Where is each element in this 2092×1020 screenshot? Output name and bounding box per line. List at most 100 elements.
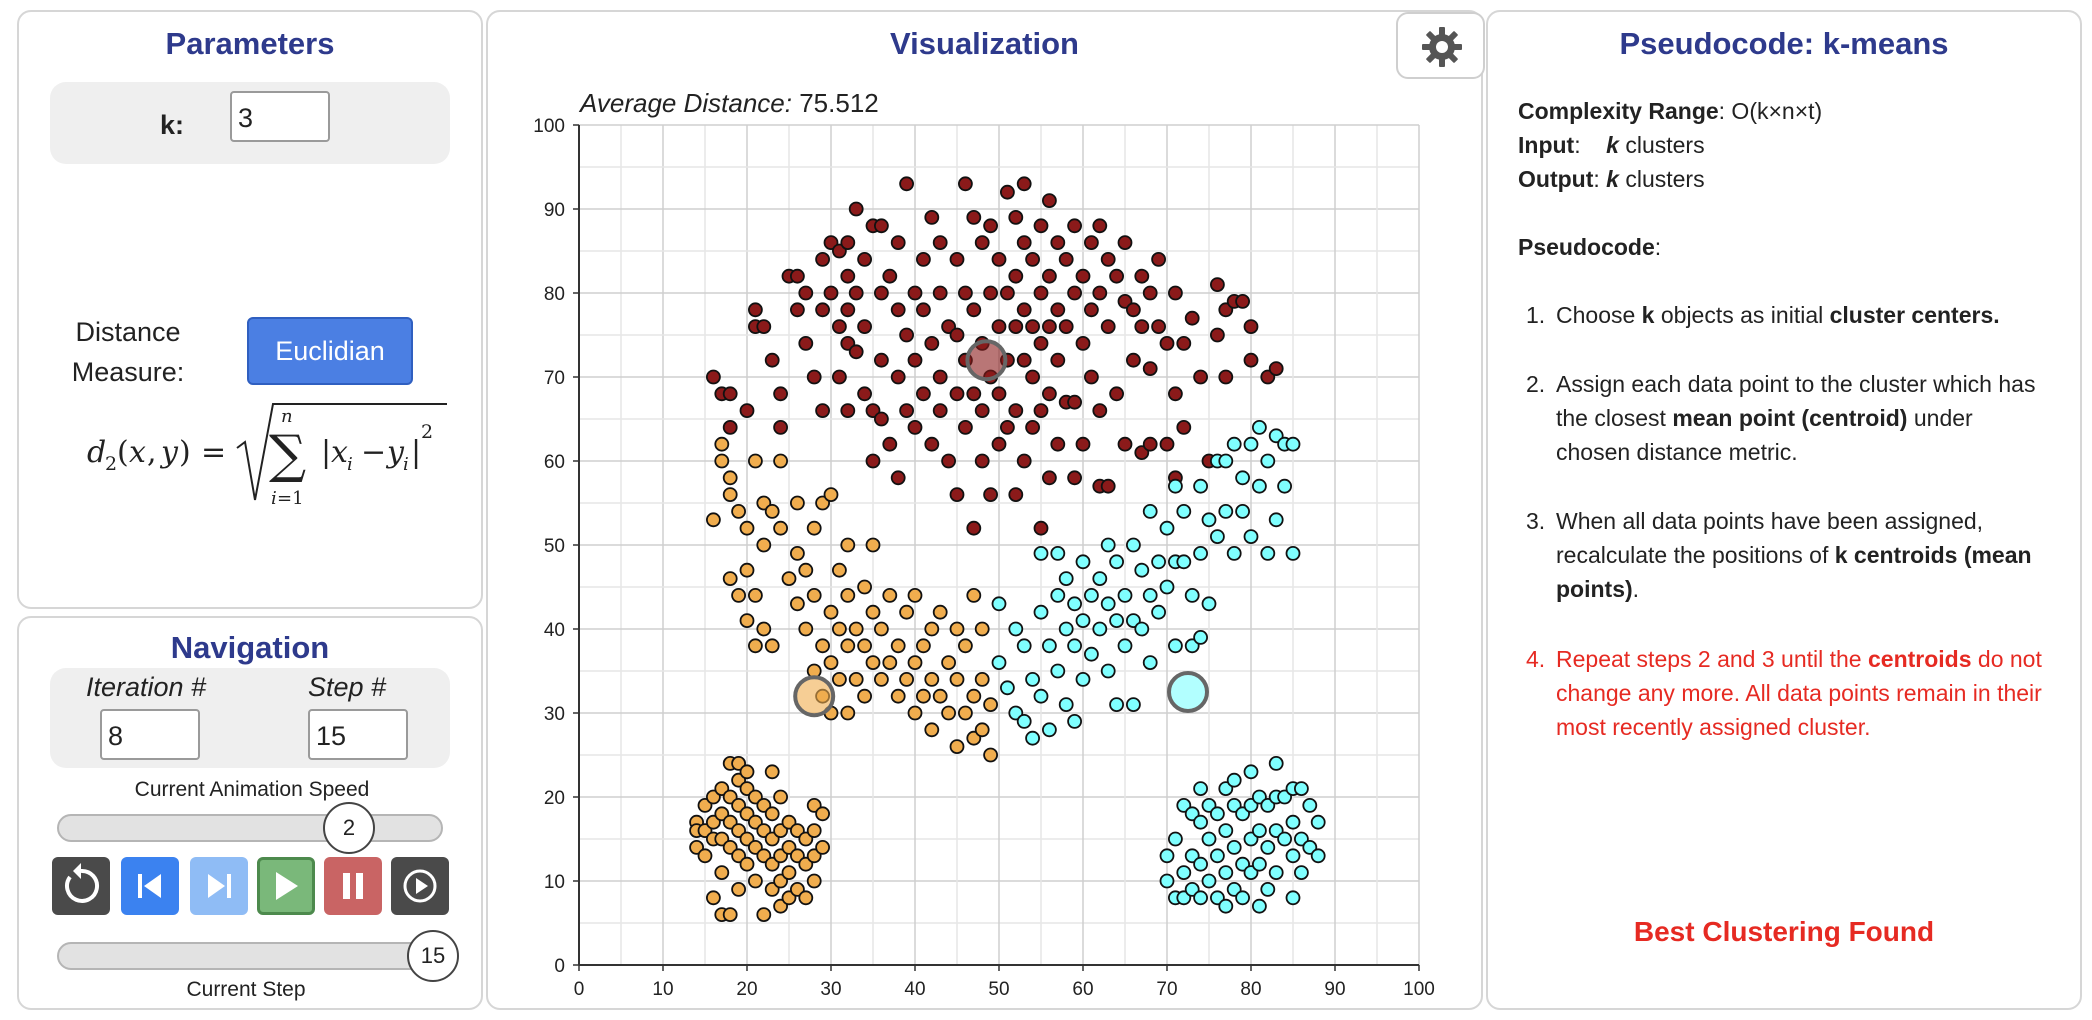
data-point: [932, 369, 948, 385]
complexity-line: Complexity Range: O(k×n×t): [1518, 94, 1822, 128]
data-point: [1016, 235, 1032, 251]
data-point: [1100, 537, 1116, 553]
x-tick-label: 40: [904, 979, 925, 1000]
output-rest: clusters: [1625, 166, 1705, 192]
data-point: [1218, 823, 1234, 838]
data-point: [1159, 848, 1175, 864]
data-point: [1058, 319, 1074, 335]
data-point: [798, 335, 814, 351]
data-point: [1117, 436, 1133, 452]
data-point: [1218, 369, 1234, 385]
svg-text:d: d: [87, 435, 106, 470]
settings-button[interactable]: [1396, 12, 1485, 79]
data-point: [873, 672, 889, 687]
data-point: [1050, 235, 1066, 251]
current-step-knob[interactable]: 15: [407, 930, 459, 982]
data-point: [1042, 722, 1057, 738]
data-point: [1176, 419, 1192, 435]
data-point: [1243, 764, 1259, 780]
play-icon: [276, 872, 298, 900]
data-point: [957, 638, 973, 654]
data-point: [764, 638, 780, 654]
data-point: [1033, 688, 1049, 704]
pseudocode-panel: Pseudocode: k-means Complexity Range: O(…: [1486, 10, 2082, 1010]
data-point: [1142, 285, 1158, 301]
data-point: [1226, 840, 1242, 855]
centroid-marker: [1167, 671, 1209, 713]
distance-measure-button[interactable]: Euclidian: [247, 317, 413, 385]
data-point: [873, 621, 889, 637]
data-point: [1100, 663, 1116, 679]
iteration-input[interactable]: 8: [100, 709, 200, 760]
step-input[interactable]: 15: [308, 709, 408, 760]
svg-text:i: i: [271, 488, 277, 509]
svg-text:=: =: [201, 435, 226, 470]
skip-forward-button[interactable]: [190, 857, 248, 915]
data-point: [1268, 361, 1284, 377]
data-point: [1176, 865, 1192, 880]
animation-speed-knob[interactable]: 2: [323, 802, 375, 854]
k-label: k:: [160, 110, 185, 140]
distance-measure-label: Distance Measure:: [53, 312, 203, 392]
current-step-slider[interactable]: [57, 942, 443, 970]
data-point: [907, 655, 923, 670]
data-point: [739, 562, 755, 578]
data-point: [1193, 814, 1208, 830]
data-point: [1310, 814, 1326, 830]
data-point: [1142, 588, 1158, 603]
data-point: [831, 319, 847, 335]
data-point: [1008, 621, 1024, 637]
data-point: [739, 613, 755, 628]
autoplay-button[interactable]: [391, 857, 449, 915]
data-point: [1084, 646, 1099, 662]
animation-speed-slider[interactable]: [57, 814, 443, 842]
data-point: [1268, 512, 1284, 528]
data-point: [697, 848, 713, 864]
step-1-text-a: Choose: [1556, 302, 1642, 328]
data-point: [957, 419, 973, 435]
data-point: [848, 621, 864, 637]
pseudocode-step-2: 2. Assign each data point to the cluster…: [1526, 367, 2046, 469]
distance-label-line2: Measure:: [71, 357, 185, 387]
svg-text:2: 2: [421, 421, 433, 443]
data-point: [1285, 848, 1301, 864]
data-point: [806, 823, 822, 838]
pause-button[interactable]: [324, 857, 382, 915]
data-point: [899, 176, 915, 192]
data-point: [966, 588, 982, 603]
x-tick-label: 10: [652, 979, 673, 1000]
average-distance: Average Distance: 75.512: [580, 88, 879, 119]
data-point: [1159, 873, 1175, 889]
data-point: [1210, 529, 1225, 544]
data-point: [773, 386, 789, 402]
clustering-status: Best Clustering Found: [1633, 916, 1935, 947]
data-point: [949, 739, 965, 754]
data-point: [747, 302, 763, 318]
data-point: [907, 285, 923, 301]
data-point: [924, 621, 940, 637]
data-point: [1000, 680, 1015, 696]
x-tick-label: 80: [1240, 979, 1261, 1000]
k-input[interactable]: 3: [230, 91, 330, 142]
reset-button[interactable]: [52, 857, 110, 915]
data-point: [899, 327, 915, 343]
data-point: [1025, 672, 1040, 687]
data-point: [773, 419, 789, 435]
data-point: [899, 672, 915, 687]
play-button[interactable]: [257, 857, 315, 915]
data-point: [1218, 453, 1234, 469]
data-point: [949, 386, 965, 402]
data-point: [915, 386, 931, 402]
data-point: [764, 352, 780, 368]
data-point: [798, 562, 814, 578]
data-point: [1126, 697, 1141, 712]
data-point: [890, 638, 906, 654]
skip-back-button[interactable]: [121, 857, 179, 915]
data-point: [907, 588, 923, 603]
data-point: [1184, 588, 1200, 603]
data-point: [1067, 285, 1082, 301]
data-point: [1134, 562, 1150, 578]
data-point: [1075, 436, 1091, 452]
svg-text:i: i: [403, 454, 409, 475]
step-4-text-a: Repeat steps 2 and 3 until the: [1556, 646, 1868, 672]
